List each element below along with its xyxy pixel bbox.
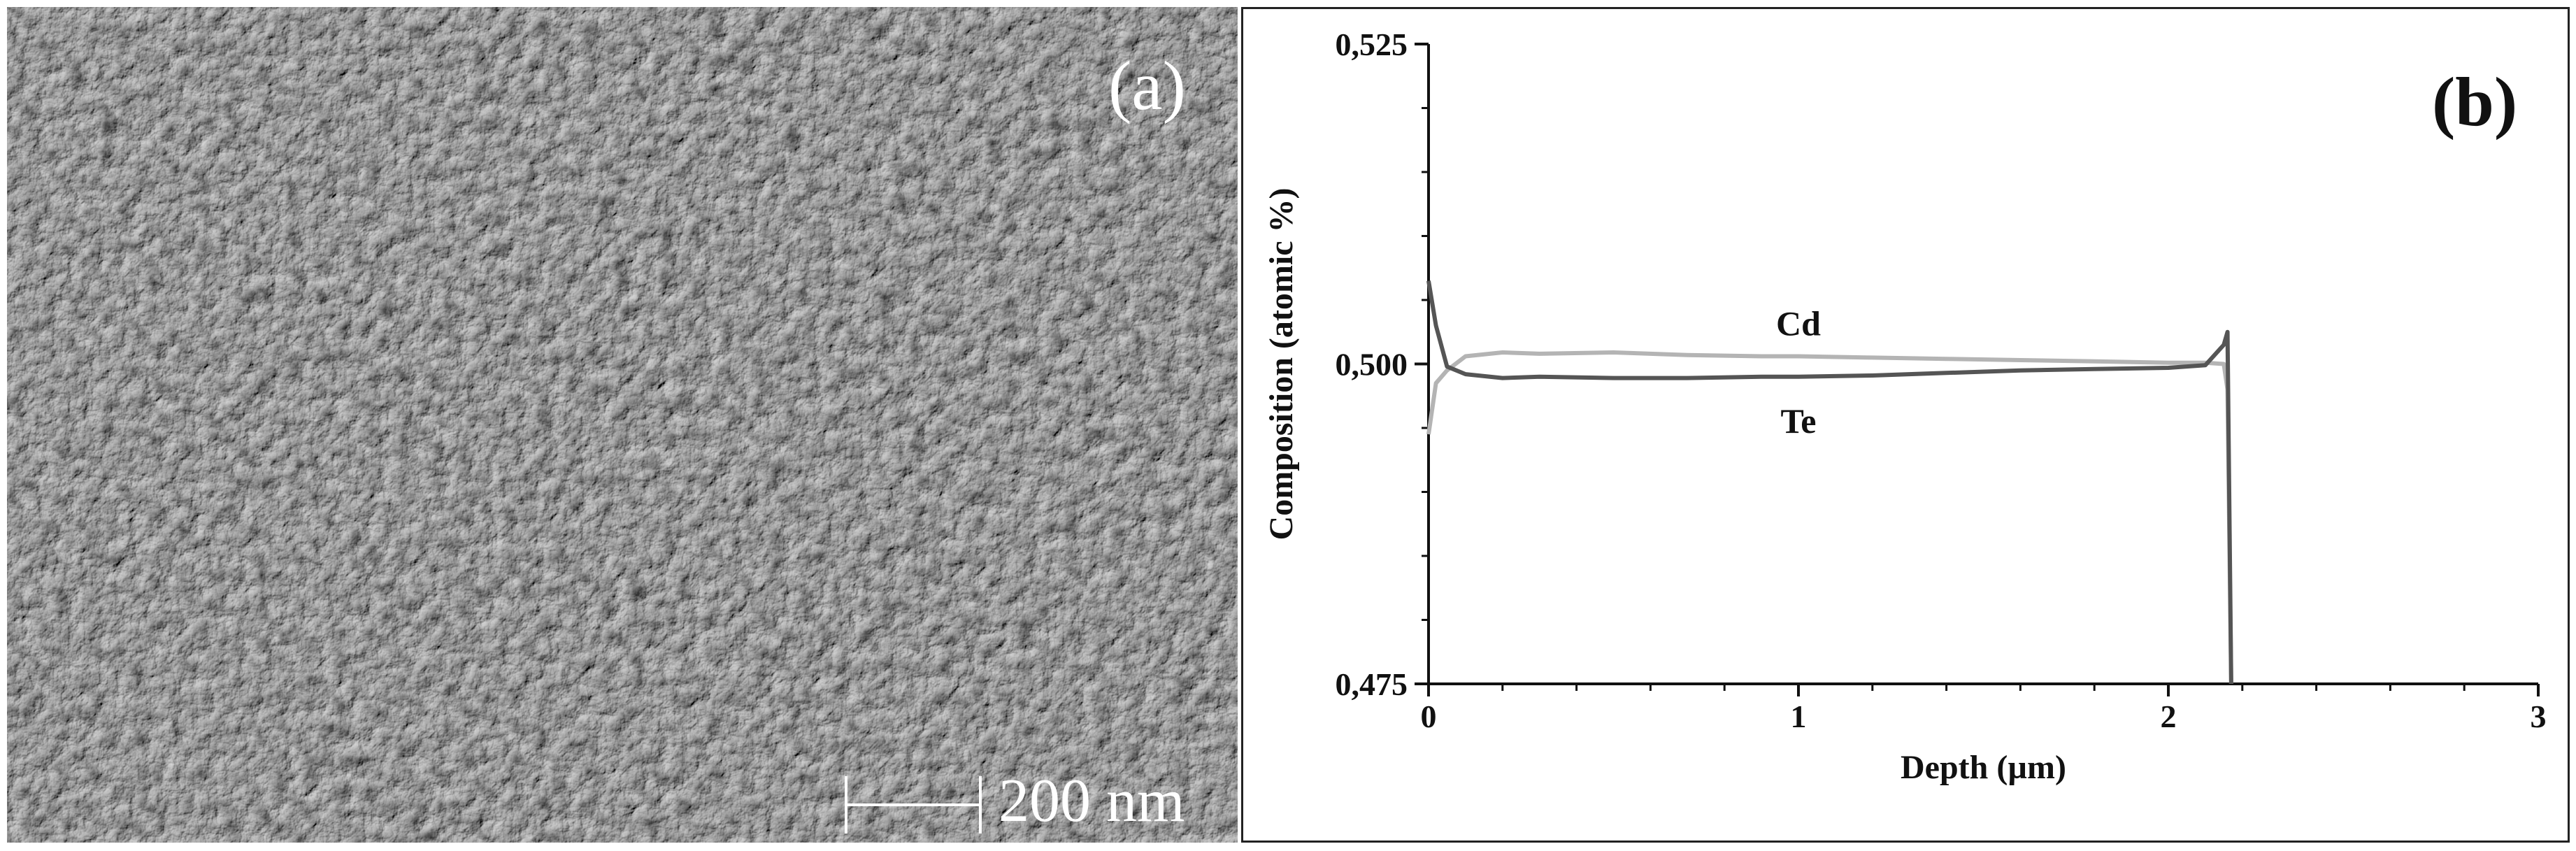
x-tick-label: 1 (1791, 699, 1807, 734)
depth-profile-chart: 0 1 2 3 0,475 0,500 0,525 Cd Te Depth (µm) Composi… (1263, 27, 2547, 786)
x-tick-label: 3 (2531, 699, 2547, 734)
scale-bar (845, 776, 982, 834)
series-label-te: Te (1781, 401, 1817, 441)
x-tick-label: 2 (2161, 699, 2177, 734)
x-axis-label: Depth (µm) (1901, 749, 2066, 786)
chart-panel: 0 1 2 3 0,475 0,500 0,525 Cd Te Depth (µm) Composi… (1241, 7, 2570, 843)
sem-micrograph (7, 7, 1238, 843)
panel-a-label: (a) (1108, 47, 1186, 124)
scale-bar-text: 200 nm (999, 767, 1185, 835)
y-axis-label: Composition (atomic %) (1263, 188, 1300, 541)
y-tick-label: 0,475 (1336, 666, 1408, 702)
sem-image-panel: (a) 200 nm (7, 7, 1238, 843)
sem-texture (7, 7, 1238, 843)
y-tick-label: 0,525 (1336, 27, 1408, 62)
y-tick-label: 0,500 (1336, 347, 1408, 382)
x-tick-label: 0 (1421, 699, 1437, 734)
series-line-cd (1426, 350, 2233, 685)
panel-b-label: (b) (2432, 63, 2518, 141)
series-line-te (1426, 280, 2233, 685)
series-label-cd: Cd (1776, 304, 1821, 343)
